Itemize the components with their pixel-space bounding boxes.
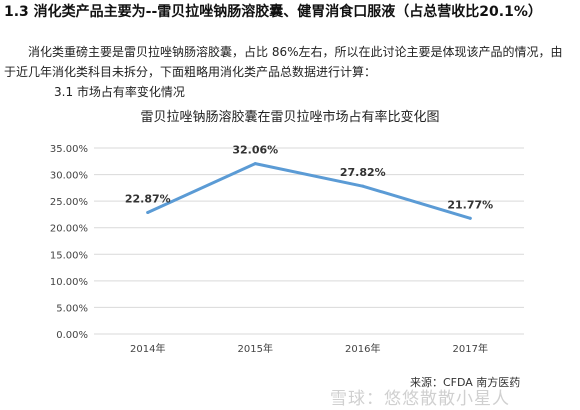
y-tick-label: 0.00% bbox=[56, 330, 88, 341]
data-point bbox=[468, 216, 472, 220]
data-label: 27.82% bbox=[340, 166, 386, 179]
data-point bbox=[361, 184, 365, 188]
data-point bbox=[253, 162, 257, 166]
y-tick-label: 30.00% bbox=[50, 171, 88, 182]
y-tick-label: 15.00% bbox=[50, 250, 88, 261]
x-tick-label: 2017年 bbox=[453, 342, 488, 355]
data-label: 21.77% bbox=[447, 198, 493, 211]
subsection-heading: 3.1 市场占有率变化情况 bbox=[54, 85, 185, 99]
y-tick-label: 5.00% bbox=[56, 303, 88, 314]
x-tick-label: 2014年 bbox=[130, 342, 165, 355]
watermark: 雪球：悠悠散散小星人 bbox=[330, 389, 510, 409]
section-heading: 1.3 消化类产品主要为--雷贝拉唑钠肠溶胶囊、健胃消食口服液（占总营收比20.… bbox=[4, 4, 542, 20]
chart-title: 雷贝拉唑钠肠溶胶囊在雷贝拉唑市场占有率比变化图 bbox=[140, 110, 440, 125]
x-tick-label: 2016年 bbox=[345, 342, 380, 355]
y-tick-label: 10.00% bbox=[50, 277, 88, 288]
data-point bbox=[146, 210, 150, 214]
x-tick-label: 2015年 bbox=[238, 342, 273, 355]
source-note: 来源：CFDA 南方医药 bbox=[410, 376, 521, 389]
intro-paragraph: 消化类重磅主要是雷贝拉唑钠肠溶胶囊，占比 86%左右，所以在此讨论主要是体现该产… bbox=[4, 45, 563, 79]
data-label: 32.06% bbox=[232, 144, 278, 157]
y-tick-label: 25.00% bbox=[50, 197, 88, 208]
data-label: 22.87% bbox=[125, 192, 171, 205]
series-line bbox=[146, 162, 472, 220]
y-tick-label: 35.00% bbox=[50, 144, 88, 155]
y-tick-label: 20.00% bbox=[50, 224, 88, 235]
